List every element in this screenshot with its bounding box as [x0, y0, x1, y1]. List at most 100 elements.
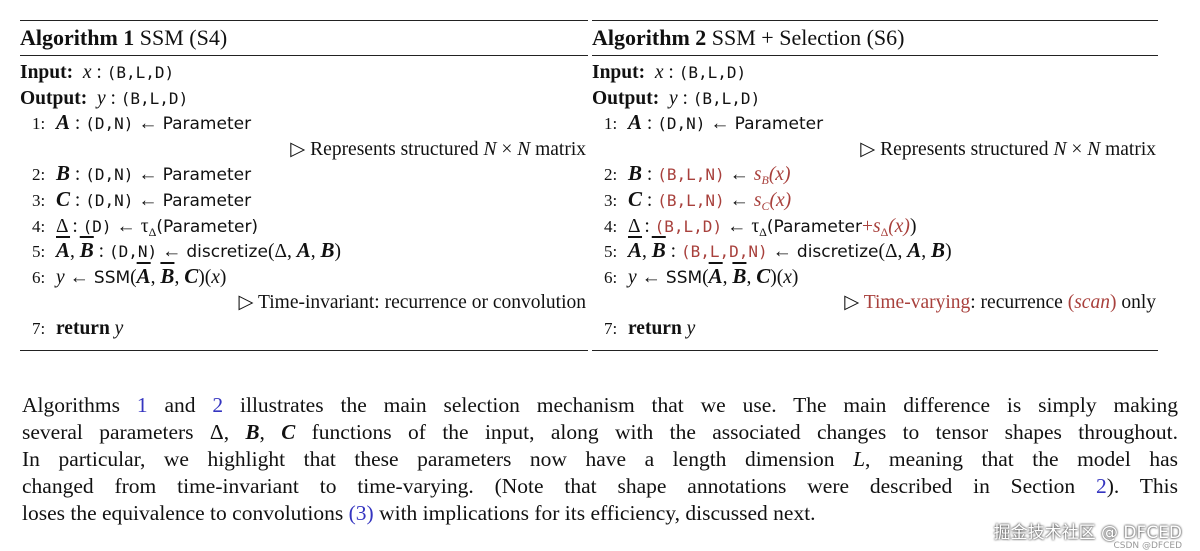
- reference-link[interactable]: (3): [348, 501, 374, 525]
- line-number: 7:: [32, 318, 46, 338]
- algorithm-step: 3: C : (D,N) ← Parameter: [20, 188, 588, 214]
- text-segment: B: [761, 173, 769, 188]
- text-segment: ): [334, 241, 342, 263]
- text-segment: (D,N): [85, 114, 134, 134]
- text-segment: (D,N): [85, 190, 134, 210]
- text-segment: N: [517, 138, 531, 160]
- text-segment: C: [184, 263, 199, 288]
- text-segment: :: [105, 87, 121, 109]
- text-segment: y: [681, 317, 696, 339]
- text-segment: (Δ,: [267, 241, 297, 263]
- text-segment: (D,N): [657, 114, 706, 134]
- algorithm-comment: ▷ Represents structured N × N matrix: [20, 137, 588, 163]
- text-segment: N: [1087, 138, 1101, 160]
- paragraph-line: Algorithms 1 and 2 illustrates the main …: [22, 392, 1178, 419]
- text-segment: N: [483, 138, 497, 160]
- text-segment: Δ: [148, 224, 157, 239]
- text-segment: Output:: [20, 87, 88, 109]
- text-segment: B: [79, 238, 94, 263]
- text-segment: ←: [705, 113, 735, 135]
- algorithm-1-title: Algorithm 1 SSM (S4): [20, 21, 588, 56]
- text-segment: :: [642, 164, 658, 186]
- text-segment: Time-varying: [863, 292, 971, 314]
- text-segment: ,: [921, 241, 932, 263]
- algorithm-step: 4: Δ : (D) ← τΔ(Parameter): [20, 214, 588, 240]
- text-segment: (B,L,D): [106, 63, 175, 82]
- text-segment: Parameter: [734, 114, 824, 135]
- algorithm-1-body: Input: x : (B,L,D) Output: y : (B,L,D) 1: A…: [20, 56, 588, 351]
- text-segment: :: [663, 62, 679, 83]
- algorithm-name: SSM + Selection (S6): [711, 25, 905, 50]
- text-segment: )(: [198, 266, 212, 288]
- text-segment: ,: [150, 266, 161, 288]
- text-segment: (D,N): [108, 242, 158, 262]
- text-segment: :: [67, 215, 83, 237]
- text-segment: matrix: [530, 138, 586, 160]
- text-segment: ,: [174, 266, 185, 288]
- text-segment: (B,L,D): [692, 88, 761, 108]
- algorithm-label: Algorithm 1: [20, 25, 135, 50]
- text-segment: ←: [157, 241, 187, 263]
- text-segment: discretize: [186, 242, 268, 263]
- text-segment: (Parameter): [156, 216, 259, 237]
- text-segment: :: [677, 87, 693, 109]
- text-segment: ←: [724, 164, 754, 186]
- text-segment: :: [639, 215, 655, 237]
- text-segment: SSM: [93, 267, 131, 288]
- text-segment: y: [109, 317, 124, 339]
- algorithm-label: Algorithm 2: [592, 25, 707, 50]
- text-segment: (B,L,D): [678, 63, 747, 82]
- text-segment: x: [645, 62, 664, 83]
- text-segment: ←: [724, 189, 754, 211]
- text-segment: Δ: [880, 224, 889, 239]
- text-segment: C: [761, 198, 770, 213]
- algorithm-step: 7: return y: [20, 316, 588, 342]
- text-segment: ← τ: [111, 215, 149, 237]
- line-number: 2:: [32, 165, 46, 185]
- text-segment: (B,L,D): [120, 88, 189, 108]
- algorithm-step: 6: y ← SSM(A, B, C)(x): [20, 265, 588, 291]
- text-segment: ←: [64, 266, 94, 288]
- text-segment: s: [753, 189, 762, 211]
- text-segment: (B,L,N): [657, 165, 725, 185]
- text-segment: Parameter: [162, 114, 252, 135]
- text-segment: discretize: [796, 242, 879, 263]
- text-segment: +: [861, 215, 873, 237]
- algorithm-step: 1: A : (D,N) ← Parameter: [592, 111, 1158, 137]
- line-number: 7:: [604, 318, 618, 338]
- text-segment: B: [160, 263, 175, 288]
- line-number: 5:: [604, 242, 618, 262]
- text-segment: B: [628, 161, 643, 186]
- text-segment: C: [56, 186, 71, 211]
- reference-link[interactable]: 2: [1096, 474, 1107, 498]
- text-segment: ▷ Represents structured: [860, 138, 1054, 160]
- text-segment: ). This: [1106, 474, 1178, 498]
- text-segment: A: [136, 263, 151, 288]
- line-number: 1:: [32, 114, 46, 134]
- text-segment: B: [56, 161, 71, 186]
- text-segment: Δ,: [209, 420, 246, 444]
- text-segment: A: [628, 238, 643, 263]
- algorithm-step: 2: B : (D,N) ← Parameter: [20, 162, 588, 188]
- text-segment: A: [296, 238, 311, 263]
- reference-link[interactable]: 1: [136, 393, 148, 417]
- text-segment: (: [130, 266, 137, 288]
- text-segment: )(: [770, 266, 784, 288]
- text-segment: B: [931, 238, 946, 263]
- algorithm-step: 5: A, B : (B,L,D,N) ← discretize(Δ, A, B): [592, 239, 1158, 265]
- algorithm-comment: ▷ Time-varying: recurrence (scan) only: [592, 290, 1158, 316]
- algorithm-2-body: Input: x : (B,L,D) Output: y : (B,L,D) 1: A…: [592, 56, 1158, 351]
- text-segment: (: [702, 266, 709, 288]
- body-paragraph: Algorithms 1 and 2 illustrates the main …: [22, 392, 1178, 527]
- text-segment: y: [87, 87, 106, 109]
- line-number: 3:: [32, 190, 46, 210]
- text-segment: several parameters: [22, 420, 210, 444]
- text-segment: N: [1053, 138, 1067, 160]
- text-segment: ←: [636, 266, 666, 288]
- text-segment: (B,L,N): [657, 190, 725, 210]
- reference-link[interactable]: 2: [212, 393, 224, 417]
- text-segment: ): [219, 266, 227, 288]
- algorithm-name: SSM (S4): [139, 25, 228, 50]
- line-number: 4:: [604, 216, 618, 236]
- text-segment: B: [651, 238, 666, 263]
